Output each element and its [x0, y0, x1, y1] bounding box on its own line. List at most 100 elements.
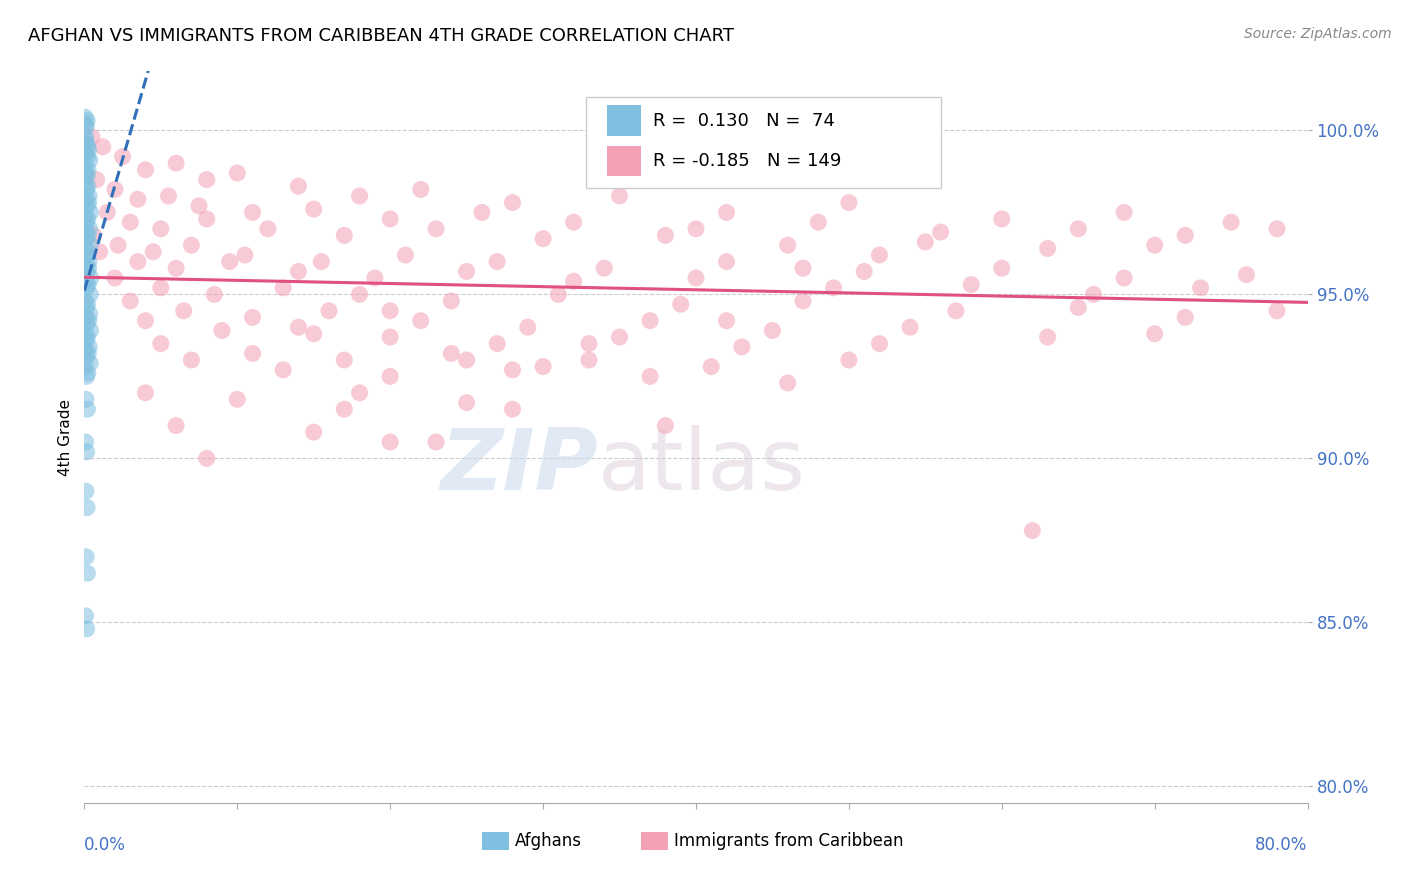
Point: [654, 228, 676, 243]
Point: [1189, 281, 1212, 295]
Point: [1036, 330, 1059, 344]
Point: [761, 323, 783, 337]
Text: 0.0%: 0.0%: [84, 836, 127, 854]
Point: [456, 264, 478, 278]
Point: [111, 150, 134, 164]
Point: [333, 402, 356, 417]
Point: [502, 402, 524, 417]
Text: atlas: atlas: [598, 425, 806, 508]
Point: [96, 205, 118, 219]
Point: [471, 205, 494, 219]
Point: [75, 549, 97, 564]
Point: [75, 435, 97, 450]
Point: [776, 238, 799, 252]
Point: [1236, 268, 1258, 282]
Point: [394, 248, 416, 262]
Point: [75, 359, 97, 374]
Point: [149, 222, 172, 236]
Point: [80, 271, 103, 285]
Point: [609, 189, 631, 203]
Point: [578, 336, 600, 351]
Point: [76, 445, 98, 459]
Point: [898, 320, 921, 334]
Point: [1265, 222, 1288, 236]
Point: [456, 395, 478, 409]
FancyBboxPatch shape: [641, 832, 668, 850]
Point: [792, 261, 814, 276]
Point: [380, 369, 402, 384]
Point: [76, 264, 98, 278]
Point: [1174, 310, 1197, 325]
Point: [142, 244, 165, 259]
Point: [76, 281, 98, 295]
Point: [1174, 228, 1197, 243]
Point: [425, 222, 447, 236]
Point: [86, 172, 108, 186]
Point: [1083, 287, 1105, 301]
Point: [75, 484, 97, 499]
Point: [135, 313, 157, 327]
Point: [991, 211, 1014, 226]
Point: [271, 281, 294, 295]
Point: [823, 281, 845, 295]
Point: [76, 244, 98, 259]
Point: [75, 242, 97, 256]
Point: [75, 310, 97, 325]
Point: [233, 248, 256, 262]
Y-axis label: 4th Grade: 4th Grade: [58, 399, 73, 475]
Point: [120, 215, 142, 229]
FancyBboxPatch shape: [606, 105, 641, 136]
Point: [287, 320, 309, 334]
Point: [700, 359, 723, 374]
Point: [486, 254, 509, 268]
Point: [685, 222, 707, 236]
Point: [669, 297, 692, 311]
Point: [516, 320, 538, 334]
Point: [257, 222, 280, 236]
Point: [79, 153, 101, 167]
Point: [1036, 242, 1059, 256]
Point: [75, 160, 97, 174]
Point: [79, 287, 101, 301]
Point: [75, 176, 97, 190]
Point: [104, 271, 127, 285]
Text: Source: ZipAtlas.com: Source: ZipAtlas.com: [1244, 27, 1392, 41]
Point: [776, 376, 799, 390]
Point: [409, 182, 432, 196]
Point: [77, 261, 100, 276]
Point: [242, 310, 264, 325]
Point: [380, 303, 402, 318]
Point: [333, 353, 356, 368]
Point: [79, 323, 101, 337]
Point: [716, 313, 738, 327]
Point: [165, 418, 187, 433]
Point: [89, 244, 111, 259]
Point: [1114, 205, 1136, 219]
Point: [75, 248, 97, 262]
Point: [202, 287, 225, 301]
Point: [562, 215, 585, 229]
Point: [531, 232, 554, 246]
Point: [1265, 303, 1288, 318]
Point: [654, 418, 676, 433]
Point: [425, 435, 447, 450]
Point: [75, 392, 97, 407]
Point: [83, 228, 105, 243]
Point: [75, 146, 97, 161]
Point: [562, 274, 585, 288]
Point: [77, 346, 100, 360]
Point: [75, 120, 97, 135]
Point: [302, 202, 325, 216]
Point: [1143, 238, 1166, 252]
Point: [75, 293, 97, 308]
Point: [218, 254, 240, 268]
Point: [838, 353, 860, 368]
Point: [76, 215, 98, 229]
Point: [242, 205, 264, 219]
Point: [271, 363, 294, 377]
Point: [77, 195, 100, 210]
Point: [838, 195, 860, 210]
Point: [80, 130, 103, 145]
Point: [75, 326, 97, 341]
Point: [75, 608, 97, 623]
